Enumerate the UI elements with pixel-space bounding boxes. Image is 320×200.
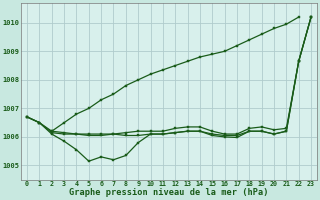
- X-axis label: Graphe pression niveau de la mer (hPa): Graphe pression niveau de la mer (hPa): [69, 188, 269, 197]
